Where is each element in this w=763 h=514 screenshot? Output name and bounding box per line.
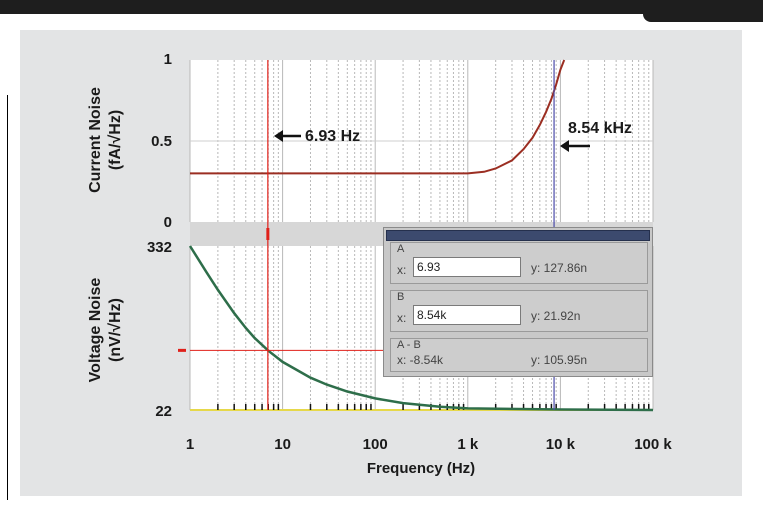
cursor-a-x-label: x: [397,263,407,277]
voltage-noise-series-line [188,245,654,412]
x-tick-label: 1 [186,436,194,453]
cursor-b-group: B x: 8.54k y: 21.92n [390,290,648,332]
cursor-b-x-input[interactable]: 8.54k [413,305,521,325]
top-bar [0,0,763,14]
page-margin-rule [7,95,8,500]
cursor-a-marker[interactable] [266,228,270,240]
cursor-a-y-marker [178,348,186,352]
x-tick-label: 10 [274,436,291,453]
current-noise-y-unit: (fA/√Hz) [107,110,124,170]
top-bar-tab [643,0,763,22]
y-tick-label: 0.5 [151,133,172,150]
cursor-b-arrow-icon [560,140,590,152]
cursor-difference-name: A - B [397,339,421,351]
y-tick-label: 22 [155,403,172,420]
voltage-noise-y-label: Voltage Noise [87,278,104,383]
current-noise-grid [189,60,654,222]
cursor-b-name: B [397,291,405,303]
y-tick-label: 1 [164,51,172,68]
cursor-difference-x-value: x: -8.54k [397,353,444,367]
x-axis-label: Frequency (Hz) [367,460,475,477]
cursor-a-arrow-icon [274,130,301,142]
cursor-difference-group: A - B x: -8.54k y: 105.95n [390,338,648,372]
cursor-a-x-input[interactable]: 6.93 [413,257,521,277]
cursor-window-titlebar[interactable] [386,230,650,241]
y-tick-label: 332 [147,239,172,256]
y-tick-label: 0 [164,214,172,231]
x-tick-label: 100 k [634,436,672,453]
chart-panel: Current Noise (fA/√Hz) Voltage Noise (nV… [20,30,742,496]
voltage-noise-y-unit: (nV/√Hz) [107,298,124,362]
x-tick-label: 10 k [546,436,576,453]
cursor-b-annotation: 8.54 kHz [568,120,632,137]
x-tick-label: 1 k [457,436,479,453]
cursor-readout-window[interactable]: A x: 6.93 y: 127.86n B x: 8.54k y: 21.92… [383,227,653,377]
cursor-a-y-value: y: 127.86n [531,261,588,275]
cursor-a-group: A x: 6.93 y: 127.86n [390,242,648,284]
cursor-a-name: A [397,243,405,255]
current-noise-y-label: Current Noise [87,87,104,193]
cursor-b-y-value: y: 21.92n [531,309,581,323]
cursor-b-x-label: x: [397,311,407,325]
cursor-a-annotation: 6.93 Hz [305,128,360,145]
cursor-difference-y-value: y: 105.95n [531,353,588,367]
x-tick-label: 100 [363,436,388,453]
